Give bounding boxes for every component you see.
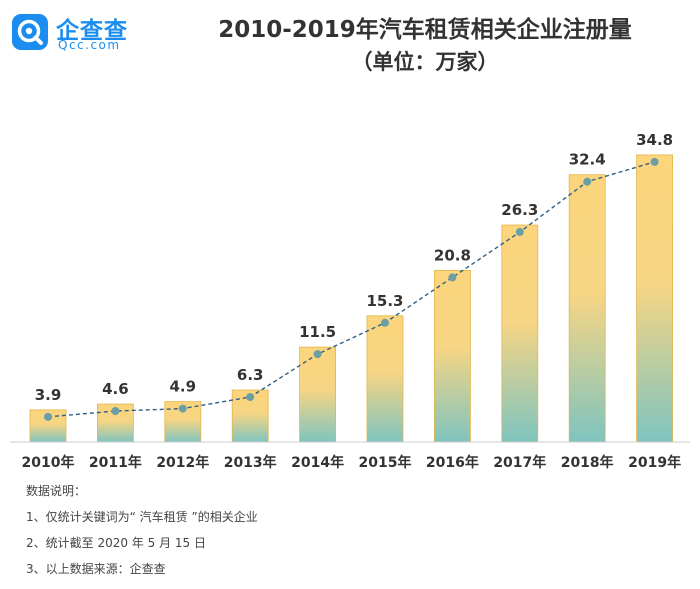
x-tick-label-3: 2012年: [156, 454, 209, 471]
trend-marker-6: [381, 318, 389, 327]
notes-heading: 数据说明：: [26, 484, 87, 498]
bar-7: [433, 269, 471, 443]
x-tick-label-9: 2018年: [561, 454, 614, 471]
trend-line: [47, 161, 655, 418]
trend-marker-9: [583, 177, 592, 186]
x-tick-label-5: 2014年: [291, 454, 344, 471]
x-tick-label-4: 2013年: [224, 454, 277, 471]
trend-marker-1: [44, 412, 52, 421]
data-label-7: 20.8: [434, 246, 471, 264]
x-tick-label-8: 2017年: [493, 454, 546, 471]
data-label-8: 26.3: [501, 201, 538, 219]
bar-9: [568, 174, 606, 443]
data-label-6: 15.3: [366, 292, 403, 310]
trend-markers: [44, 157, 659, 421]
data-notes: 数据说明： 1、仅统计关键词为“ 汽车租赁 ”的相关企业 2、统计截至 2020…: [26, 482, 258, 586]
bar-6: [366, 315, 404, 443]
note-item-2: 2、统计截至 2020 年 5 月 15 日: [26, 536, 206, 550]
x-tick-labels: 2010年 2011年 2012年 2013年 2014年 2015年 2016年 2017年…: [22, 454, 682, 471]
trend-marker-7: [448, 273, 457, 282]
trend-marker-4: [246, 393, 255, 402]
x-tick-label-2: 2011年: [89, 454, 142, 471]
trend-marker-2: [111, 407, 120, 416]
data-label-4: 6.3: [237, 366, 264, 384]
chart-title: 2010-2019年汽车租赁相关企业注册量: [218, 17, 632, 43]
data-label-10: 34.8: [636, 131, 673, 149]
data-label-1: 3.9: [35, 386, 62, 404]
x-tick-label-1: 2010年: [22, 454, 75, 471]
trend-marker-5: [313, 350, 322, 359]
bar-10: [636, 154, 673, 443]
bar-chart: 3.9 4.6 4.9 6.3 11.5 15.3 20.8 26.3 32.4 34.8 201…: [10, 131, 690, 471]
note-item-3: 3、以上数据来源：企查查: [26, 562, 166, 576]
data-label-5: 11.5: [299, 323, 336, 341]
bar-series: [29, 154, 673, 443]
note-item-1: 1、仅统计关键词为“ 汽车租赁 ”的相关企业: [26, 510, 258, 524]
brand-name-en: Qcc.com: [58, 38, 121, 52]
qcc-logo-icon: [12, 14, 48, 50]
data-label-9: 32.4: [569, 151, 606, 169]
data-labels: 3.9 4.6 4.9 6.3 11.5 15.3 20.8 26.3 32.4 34.8: [35, 131, 673, 404]
data-label-3: 4.9: [170, 378, 197, 396]
trend-marker-3: [178, 404, 187, 413]
brand-name-cn: 企查查: [56, 18, 128, 44]
trend-marker-8: [515, 228, 524, 237]
x-tick-label-7: 2016年: [426, 454, 479, 471]
x-tick-label-6: 2015年: [359, 454, 412, 471]
x-tick-label-10: 2019年: [628, 454, 681, 471]
data-label-2: 4.6: [102, 380, 129, 398]
chart-subtitle: （单位：万家）: [351, 50, 499, 74]
trend-marker-10: [650, 157, 659, 166]
bar-8: [501, 224, 539, 443]
brand-logo: 企查查 Qcc.com: [8, 8, 148, 56]
